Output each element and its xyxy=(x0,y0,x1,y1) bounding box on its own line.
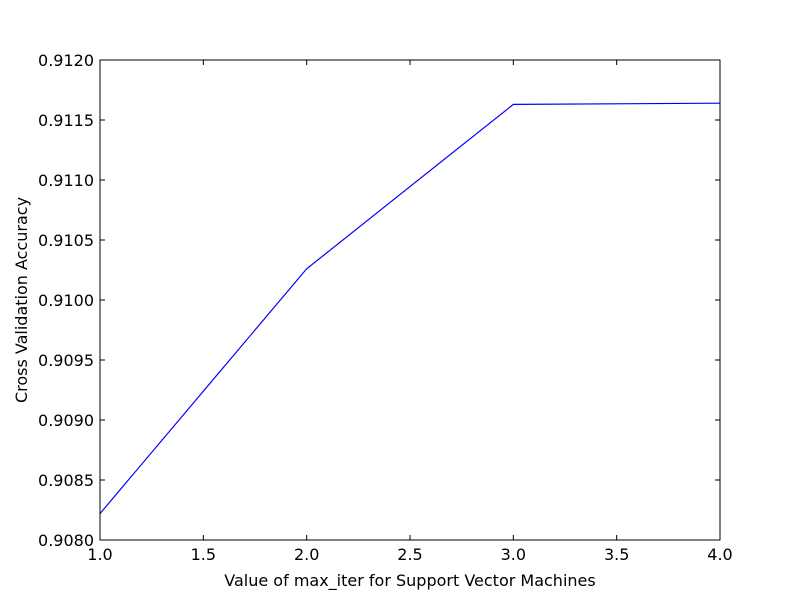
y-tick-label: 0.9110 xyxy=(38,171,94,190)
x-tick-label: 4.0 xyxy=(707,545,732,564)
axis-ticks xyxy=(99,59,721,541)
series-line-1 xyxy=(99,102,721,514)
plot-frame xyxy=(99,59,721,541)
x-axis-label: Value of max_iter for Support Vector Mac… xyxy=(224,571,595,591)
x-tick-label: 3.5 xyxy=(604,545,629,564)
y-tick-label: 0.9095 xyxy=(38,351,94,370)
x-tick-label: 1.5 xyxy=(191,545,216,564)
y-tick-label: 0.9115 xyxy=(38,111,94,130)
y-tick-label: 0.9105 xyxy=(38,231,94,250)
y-tick-label: 0.9085 xyxy=(38,471,94,490)
y-tick-labels: 0.9080 0.9085 0.9090 0.9095 0.9100 0.9105 0.91… xyxy=(38,51,94,550)
x-tick-labels: 1.0 1.5 2.0 2.5 3.0 3.5 4.0 xyxy=(87,545,732,564)
y-tick-label: 0.9100 xyxy=(38,291,94,310)
y-axis-label: Cross Validation Accuracy xyxy=(12,197,31,403)
x-tick-label: 1.0 xyxy=(87,545,112,564)
y-tick-label: 0.9120 xyxy=(38,51,94,70)
x-tick-label: 2.0 xyxy=(294,545,319,564)
y-tick-label: 0.9090 xyxy=(38,411,94,430)
y-tick-label: 0.9080 xyxy=(38,531,94,550)
series-layer xyxy=(99,102,721,514)
x-tick-label: 3.0 xyxy=(501,545,526,564)
x-tick-label: 2.5 xyxy=(397,545,422,564)
